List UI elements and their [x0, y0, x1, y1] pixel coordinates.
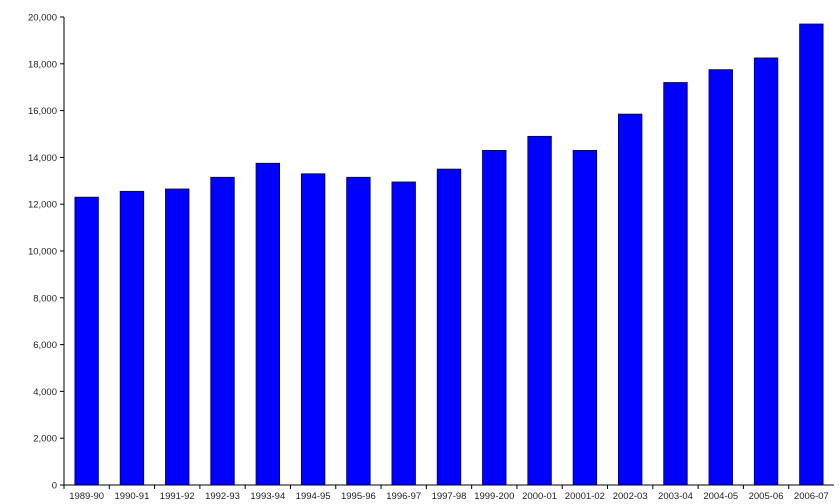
y-axis: 0 2,000 4,000 6,000 8,000 10,000 12,000 14,000 1… [28, 13, 65, 492]
bars-group [74, 23, 824, 486]
y-tick-label: 4,000 [33, 387, 57, 398]
bar-2006-07 [799, 23, 824, 486]
x-tick-label: 1993-94 [250, 491, 285, 502]
y-tick-label: 0 [52, 481, 57, 492]
x-tick-label: 1994-95 [296, 491, 331, 502]
x-tick-label: 2006-07 [794, 491, 829, 502]
x-tick-label: 2004-05 [703, 491, 738, 502]
x-tick-label: 1997-98 [432, 491, 467, 502]
x-tick-label: 1995-96 [341, 491, 376, 502]
x-tick-label: 2000-01 [522, 491, 557, 502]
bar-1990-91 [119, 190, 145, 486]
y-tick-label: 8,000 [33, 293, 57, 304]
bar-2003-04 [663, 82, 688, 486]
y-tick-label: 12,000 [28, 200, 57, 211]
x-axis: 1989-90 1990-91 1991-92 1992-93 1993-94 1994-… [63, 484, 834, 502]
bar-1989-90 [74, 196, 99, 486]
y-tick-label: 14,000 [28, 153, 57, 164]
bar-20001-02 [572, 149, 598, 486]
bar-1992-93 [210, 176, 235, 486]
x-tick-label: 2005-06 [749, 491, 784, 502]
bar-2002-03 [618, 113, 643, 486]
x-tick-label: 2003-04 [658, 491, 693, 502]
x-tick-label: 1996-97 [386, 491, 421, 502]
y-tick-label: 18,000 [28, 59, 57, 70]
bar-1996-97 [391, 181, 416, 486]
bar-1993-94 [255, 162, 280, 486]
y-tick-label: 6,000 [33, 340, 57, 351]
x-tick-label: 1991-92 [160, 491, 195, 502]
x-tick-label: 1999-200 [474, 491, 514, 502]
x-tick-label: 1992-93 [205, 491, 240, 502]
bar-1999-200 [482, 149, 507, 486]
y-tick-label: 16,000 [28, 106, 57, 117]
bar-2005-06 [753, 57, 779, 486]
x-tick-label: 20001-02 [565, 491, 605, 502]
y-tick-label: 2,000 [33, 434, 57, 445]
y-tick-label: 10,000 [28, 247, 57, 258]
x-tick-label: 2002-03 [613, 491, 648, 502]
x-tick-label: 1989-90 [69, 491, 104, 502]
bar-2004-05 [708, 69, 733, 486]
x-tick-label: 1990-91 [115, 491, 150, 502]
bar-1994-95 [300, 173, 326, 486]
y-tick-label: 20,000 [28, 13, 57, 24]
bar-1997-98 [436, 168, 462, 486]
bar-2000-01 [527, 135, 552, 486]
bar-1995-96 [346, 176, 371, 486]
bar-1991-92 [165, 188, 190, 486]
